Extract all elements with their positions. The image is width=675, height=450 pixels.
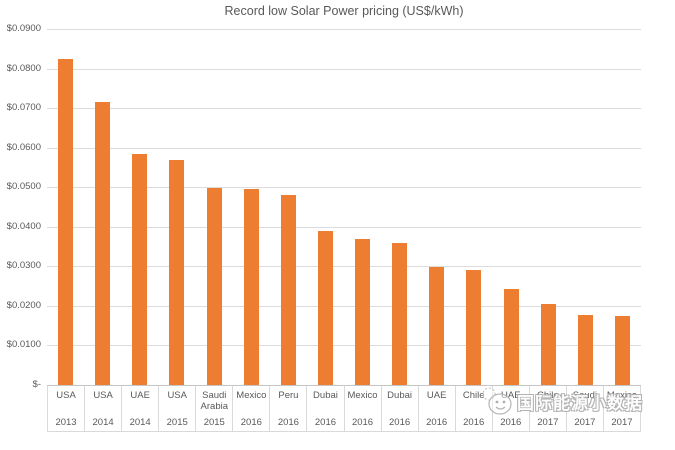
x-category-year: 2016	[277, 417, 299, 428]
x-category-cell: UAE 2014	[122, 386, 160, 431]
x-category-cell: Chile 2017	[530, 386, 567, 431]
x-category-name: Peru	[278, 390, 299, 401]
bar	[578, 315, 593, 385]
y-axis-tick-label: $0.0500	[6, 181, 41, 192]
x-category-cell: UAE 2016	[493, 386, 530, 431]
x-category-cell: USA 2013	[47, 386, 86, 431]
y-axis-tick-label: $0.0100	[6, 339, 41, 350]
x-category-cell: USA 2014	[85, 386, 123, 431]
x-category-year: 2015	[166, 417, 188, 428]
gridline	[47, 345, 641, 346]
bar	[281, 195, 296, 385]
x-category-cell: UAE 2016	[419, 386, 456, 431]
x-category-name: UAE	[501, 390, 521, 401]
x-category-year: 2017	[611, 417, 633, 428]
bar	[132, 154, 147, 385]
x-category-year: 2015	[203, 417, 225, 428]
x-category-name: USA	[167, 390, 187, 401]
bar	[58, 59, 73, 385]
gridline	[47, 148, 641, 149]
x-category-name: UAE	[426, 390, 447, 401]
gridline	[47, 69, 641, 70]
x-category-year: 2016	[314, 417, 337, 428]
gridline	[47, 227, 641, 228]
x-category-year: 2016	[463, 417, 485, 428]
x-category-year: 2016	[240, 417, 262, 428]
x-category-year: 2017	[574, 417, 596, 428]
x-category-name: Mexico	[347, 390, 378, 401]
x-category-year: 2016	[351, 417, 374, 428]
gridline	[47, 187, 641, 188]
x-category-cell: Saudi Arabia 2015	[196, 386, 234, 431]
x-category-cell: Mexico 2017	[604, 386, 641, 431]
gridline	[47, 29, 641, 30]
bar	[429, 267, 444, 385]
x-category-name: USA	[93, 390, 113, 401]
bar	[615, 316, 630, 385]
x-category-cell: Chile 2016	[456, 386, 493, 431]
bar	[541, 304, 556, 385]
x-category-cell: Peru 2016	[270, 386, 308, 431]
bar	[355, 239, 370, 385]
gridline	[47, 306, 641, 307]
y-axis-tick-label: $0.0900	[6, 23, 41, 34]
bar	[504, 289, 519, 385]
x-category-year: 2014	[129, 417, 151, 428]
y-axis-tick-label: $0.0800	[6, 63, 41, 74]
y-axis-tick-label: $0.0200	[6, 300, 41, 311]
bar	[244, 189, 259, 385]
x-category-name: Mexico	[606, 390, 638, 401]
x-category-year: 2014	[92, 417, 114, 428]
x-category-name: Chile	[462, 390, 485, 401]
x-category-name: USA	[56, 390, 76, 401]
category-axis-table: USA 2013 USA 2014 UAE 2014 USA 2015 Saudi Arabia…	[47, 385, 641, 432]
y-axis-tick-label: $0.0400	[6, 221, 41, 232]
bar	[318, 231, 333, 385]
x-category-name: Mexico	[236, 390, 267, 401]
x-category-name: Saudi	[572, 390, 598, 401]
x-category-cell: Mexico 2016	[233, 386, 271, 431]
x-category-year: 2016	[500, 417, 522, 428]
x-category-name: Saudi Arabia	[200, 390, 229, 412]
x-category-cell: USA 2015	[159, 386, 197, 431]
gridline	[47, 108, 641, 109]
x-category-year: 2017	[537, 417, 559, 428]
x-category-cell: Dubai 2016	[307, 386, 345, 431]
bar	[207, 188, 222, 385]
x-category-name: Dubai	[387, 390, 412, 401]
y-axis-tick-label: $-	[32, 379, 41, 390]
bar	[95, 102, 110, 385]
y-axis-tick-label: $0.0700	[6, 102, 41, 113]
x-category-name: UAE	[130, 390, 150, 401]
x-category-cell: Dubai 2016	[382, 386, 419, 431]
bar	[169, 160, 184, 385]
x-category-cell: Mexico 2016	[345, 386, 382, 431]
gridline	[47, 266, 641, 267]
x-category-name: Chile	[537, 390, 559, 401]
x-category-year: 2013	[55, 417, 77, 428]
x-category-name: Dubai	[313, 390, 338, 401]
chart-title: Record low Solar Power pricing (US$/kWh)	[224, 4, 464, 18]
y-axis-tick-label: $0.0300	[6, 260, 41, 271]
y-axis-tick-label: $0.0600	[6, 142, 41, 153]
x-category-year: 2016	[389, 417, 411, 428]
bar	[392, 243, 407, 385]
x-category-cell: Saudi 2017	[567, 386, 604, 431]
x-category-year: 2016	[426, 417, 448, 428]
bar	[466, 270, 481, 385]
